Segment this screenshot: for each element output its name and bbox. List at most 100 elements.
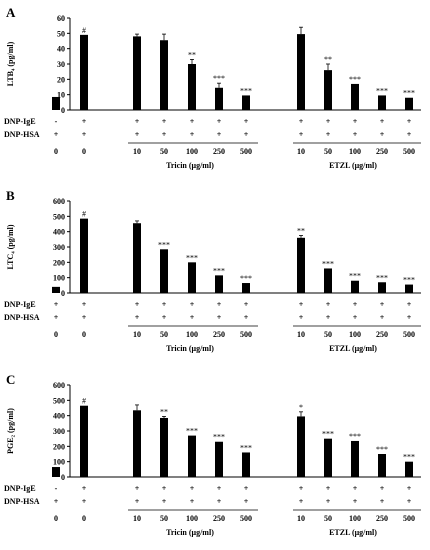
dose-label: 500 [403, 330, 415, 339]
dose-label: 50 [160, 514, 168, 523]
y-axis-title: LTB₄ (pg/ml) [6, 41, 15, 86]
bar [351, 83, 359, 110]
y-tick-label: 20 [57, 75, 65, 84]
ige-sign: + [353, 117, 358, 126]
hsa-sign: + [54, 130, 59, 139]
hsa-sign: + [54, 313, 59, 322]
ige-sign: + [162, 484, 167, 493]
dose-label: 10 [297, 330, 305, 339]
y-tick-label: 0 [61, 106, 65, 115]
dose-label: 250 [376, 330, 388, 339]
hsa-sign: + [190, 130, 195, 139]
ige-sign: + [326, 117, 331, 126]
ige-sign: + [54, 300, 59, 309]
dose-label: 50 [324, 330, 332, 339]
significance-mark: *** [403, 89, 415, 98]
row-label-hsa: DNP-HSA [4, 313, 40, 322]
significance-mark: *** [376, 273, 388, 282]
dose-label: 500 [240, 147, 252, 156]
dose-label: 10 [133, 514, 141, 523]
bar [378, 454, 386, 477]
significance-mark: *** [186, 253, 198, 262]
ige-sign: + [353, 300, 358, 309]
hsa-sign: + [162, 497, 167, 506]
dose-label: 0 [54, 330, 58, 339]
significance-mark: ** [188, 50, 196, 59]
bar [188, 64, 196, 110]
hsa-sign: + [135, 130, 140, 139]
y-tick-label: 600 [53, 381, 65, 390]
significance-mark: # [82, 397, 86, 406]
hsa-sign: + [299, 313, 304, 322]
ige-sign: + [353, 484, 358, 493]
y-tick-label: 30 [57, 60, 65, 69]
ige-sign: + [326, 484, 331, 493]
ige-sign: + [135, 484, 140, 493]
ige-sign: + [380, 117, 385, 126]
significance-mark: ** [324, 55, 332, 64]
dose-label: 100 [349, 330, 361, 339]
hsa-sign: + [82, 130, 87, 139]
hsa-sign: + [380, 497, 385, 506]
dose-label: 50 [160, 330, 168, 339]
ige-sign: - [55, 484, 58, 493]
ige-sign: + [190, 117, 195, 126]
hsa-sign: + [407, 130, 412, 139]
ige-sign: + [407, 117, 412, 126]
dose-label: 10 [297, 147, 305, 156]
bar [297, 416, 305, 477]
significance-mark: *** [213, 433, 225, 442]
y-tick-label: 200 [53, 258, 65, 267]
dose-label: 10 [133, 147, 141, 156]
dose-label: 0 [82, 330, 86, 339]
bar [215, 441, 223, 477]
row-label-ige: DNP-IgE [4, 117, 36, 126]
hsa-sign: + [135, 497, 140, 506]
bar [242, 452, 250, 477]
dose-label: 250 [213, 330, 225, 339]
hsa-sign: + [244, 130, 249, 139]
significance-mark: *** [240, 443, 252, 452]
bar [52, 96, 60, 110]
significance-mark: *** [158, 240, 170, 249]
y-tick-label: 60 [57, 14, 65, 23]
ige-sign: + [217, 484, 222, 493]
hsa-sign: + [326, 313, 331, 322]
hsa-sign: + [217, 130, 222, 139]
y-tick-label: 200 [53, 442, 65, 451]
y-tick-label: 600 [53, 197, 65, 206]
bar [80, 218, 88, 293]
hsa-sign: + [82, 313, 87, 322]
ige-sign: + [82, 300, 87, 309]
significance-mark: *** [376, 445, 388, 454]
hsa-sign: + [244, 313, 249, 322]
bar [297, 34, 305, 110]
hsa-sign: + [190, 313, 195, 322]
bar [80, 34, 88, 110]
dose-label: 100 [186, 147, 198, 156]
hsa-sign: + [407, 313, 412, 322]
row-label-ige: DNP-IgE [4, 300, 36, 309]
group-label-etzl: ETZL (μg/ml) [329, 344, 377, 353]
dose-label: 10 [297, 514, 305, 523]
significance-mark: # [82, 26, 86, 35]
y-tick-label: 500 [53, 396, 65, 405]
row-label-ige: DNP-IgE [4, 484, 36, 493]
hsa-sign: + [407, 497, 412, 506]
group-label-etzl: ETZL (μg/ml) [329, 528, 377, 537]
ige-sign: + [299, 484, 304, 493]
significance-mark: *** [322, 430, 334, 439]
ige-sign: + [380, 484, 385, 493]
dose-label: 100 [349, 147, 361, 156]
y-tick-label: 400 [53, 228, 65, 237]
bar [297, 237, 305, 293]
bar [324, 70, 332, 110]
ige-sign: + [380, 300, 385, 309]
ige-sign: + [162, 300, 167, 309]
hsa-sign: + [82, 497, 87, 506]
y-tick-label: 100 [53, 458, 65, 467]
bar [324, 268, 332, 293]
row-label-hsa: DNP-HSA [4, 130, 40, 139]
